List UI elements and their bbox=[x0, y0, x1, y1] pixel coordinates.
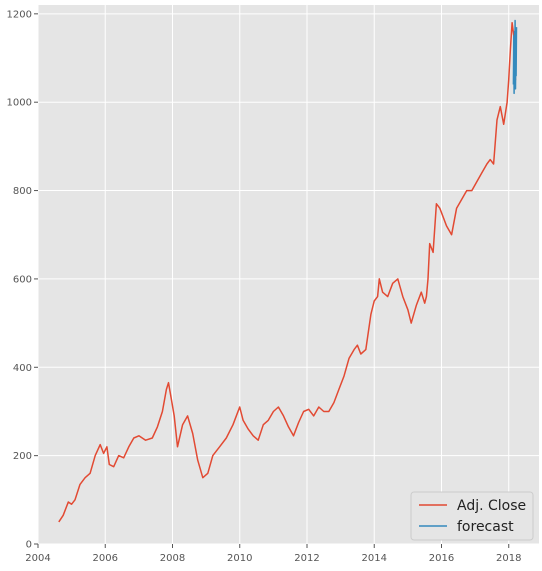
y-tick-label: 0 bbox=[26, 540, 32, 551]
series-line-forecast bbox=[512, 19, 518, 95]
legend: Adj. Close forecast bbox=[410, 491, 534, 541]
x-tick-label: 2016 bbox=[429, 553, 454, 564]
y-tick-label: 200 bbox=[13, 451, 32, 462]
x-axis-ticks: 2004 2006 2008 2010 2012 2014 2016 2018 bbox=[25, 544, 521, 564]
y-tick-label: 1200 bbox=[7, 9, 32, 20]
legend-box bbox=[410, 491, 534, 541]
plot-background bbox=[38, 5, 539, 544]
y-tick-label: 600 bbox=[13, 274, 32, 285]
x-tick-label: 2014 bbox=[362, 553, 387, 564]
y-tick-label: 400 bbox=[13, 363, 32, 374]
x-tick-label: 2012 bbox=[294, 553, 319, 564]
x-tick-label: 2010 bbox=[227, 553, 252, 564]
series-layer bbox=[58, 19, 518, 523]
y-tick-label: 800 bbox=[13, 186, 32, 197]
x-tick-label: 2018 bbox=[496, 553, 521, 564]
grid bbox=[37, 5, 539, 545]
x-tick-label: 2008 bbox=[160, 553, 185, 564]
x-tick-label: 2004 bbox=[25, 553, 50, 564]
series-line-adj-close bbox=[58, 21, 517, 523]
x-tick-label: 2006 bbox=[93, 553, 118, 564]
legend-label-adj-close: Adj. Close bbox=[457, 498, 526, 514]
y-axis-ticks: 0 200 400 600 800 1000 1200 bbox=[7, 9, 38, 551]
y-tick-label: 1000 bbox=[7, 98, 32, 109]
legend-label-forecast: forecast bbox=[457, 519, 514, 535]
